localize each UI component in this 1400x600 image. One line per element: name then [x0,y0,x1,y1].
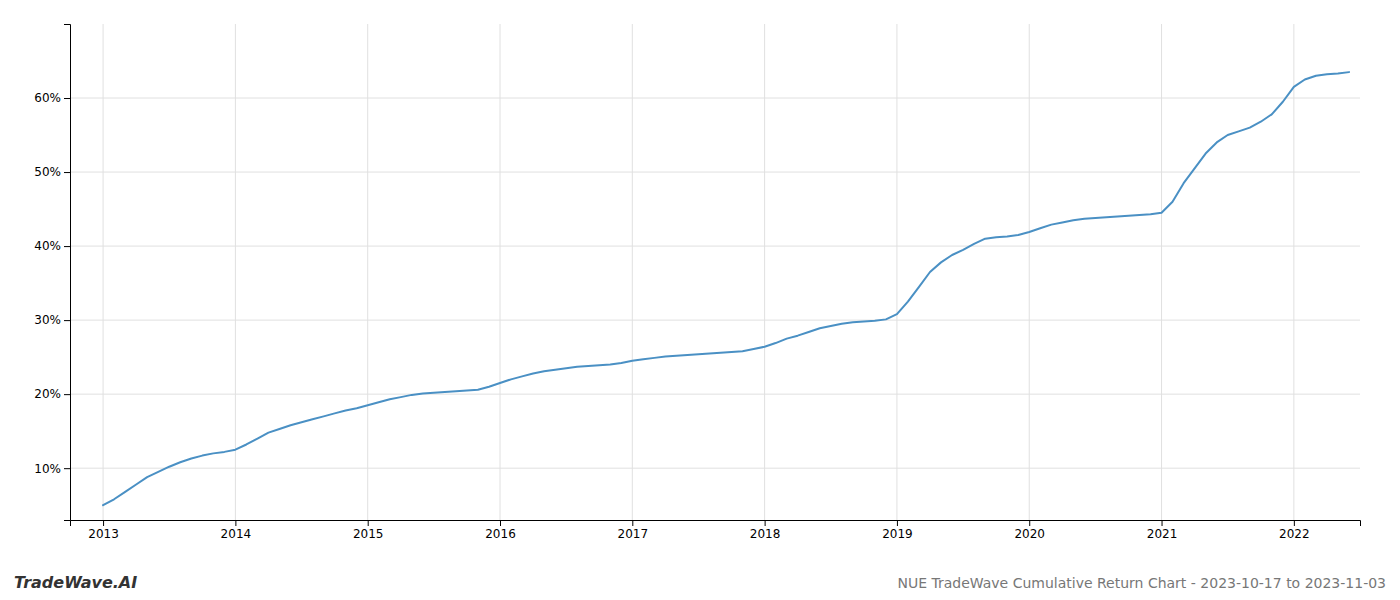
x-tick-mark [632,520,633,526]
y-tick: 20% [34,387,70,401]
axis-line [71,521,1361,527]
x-tick: 2018 [750,520,781,541]
watermark: TradeWave.AI [14,573,137,592]
x-tick: 2022 [1279,520,1310,541]
x-tick-label: 2018 [750,527,781,541]
y-tick-label: 10% [34,462,61,476]
grid-line-y [70,246,1360,247]
y-tick-label: 50% [34,165,61,179]
chart: 2013 2014 2015 2016 2017 2018 2019 2020 2021 2022… [0,0,1400,600]
grid-line-y [70,320,1360,321]
x-axis: 2013 2014 2015 2016 2017 2018 2019 2020 2021 2022 [71,520,1361,541]
axis-line [64,25,71,521]
x-tick: 2015 [353,520,384,541]
y-tick-label: 20% [34,387,61,401]
x-tick-label: 2019 [882,527,913,541]
plot-area: 2013 2014 2015 2016 2017 2018 2019 2020 2021 2022… [34,24,1360,541]
y-tick: 60% [34,91,70,105]
y-tick: 40% [34,239,70,253]
x-tick-mark [103,520,104,526]
x-tick: 2020 [1014,520,1045,541]
marks [103,72,1349,505]
x-tick: 2013 [88,520,119,541]
grid-line-y [70,468,1360,469]
line [103,72,1349,505]
y-tick-mark [64,172,70,173]
y-tick-label: 40% [34,239,61,253]
title: NUE TradeWave Cumulative Return Chart - … [897,575,1386,591]
y-tick-mark [64,98,70,99]
y-tick-mark [64,246,70,247]
x-tick-mark [1294,520,1295,526]
x-tick-label: 2021 [1147,527,1178,541]
x-tick-mark [368,520,369,526]
x-tick-label: 2015 [353,527,384,541]
x-tick-label: 2016 [485,527,516,541]
grid-line-y [70,98,1360,99]
x-tick-mark [897,520,898,526]
grid [70,24,1360,520]
x-tick: 2014 [221,520,252,541]
x-tick-mark [1029,520,1030,526]
x-tick-mark [235,520,236,526]
x-tick-label: 2017 [618,527,649,541]
x-tick-label: 2022 [1279,527,1310,541]
y-tick: 50% [34,165,70,179]
y-tick-label: 60% [34,91,61,105]
grid-line-y [70,394,1360,395]
x-tick-label: 2014 [221,527,252,541]
x-tick: 2021 [1147,520,1178,541]
y-tick: 30% [34,313,70,327]
x-tick-mark [500,520,501,526]
x-tick: 2016 [485,520,516,541]
x-tick-mark [765,520,766,526]
x-tick-mark [1162,520,1163,526]
x-tick-label: 2013 [88,527,119,541]
x-tick: 2017 [618,520,649,541]
y-tick: 10% [34,462,70,476]
grid-line-y [70,172,1360,173]
y-tick-mark [64,394,70,395]
x-tick: 2019 [882,520,913,541]
y-axis: 10% 20% 30% 40% 50% 60% [34,25,70,521]
y-tick-mark [64,320,70,321]
x-tick-label: 2020 [1014,527,1045,541]
y-tick-label: 30% [34,313,61,327]
y-tick-mark [64,468,70,469]
